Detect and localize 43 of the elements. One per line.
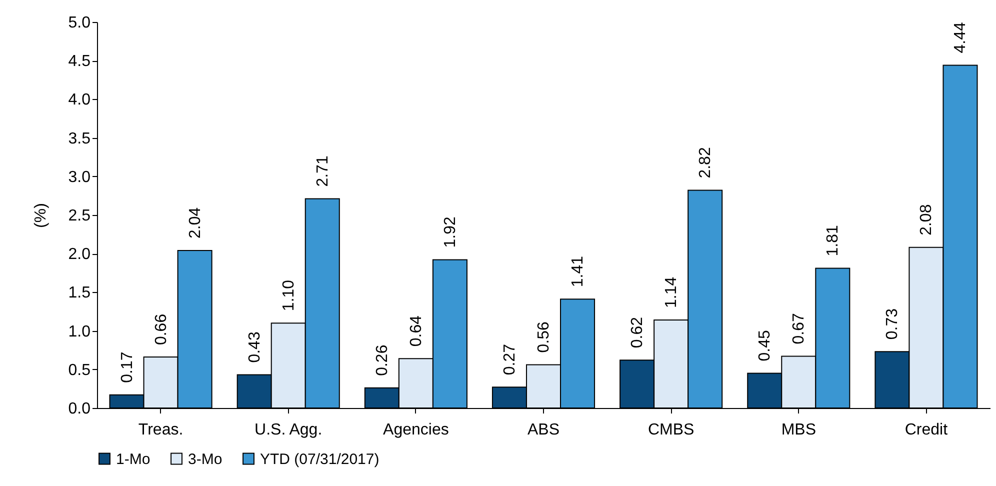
data-label: 0.27 [501,344,518,376]
data-label: 2.04 [186,207,204,239]
y-tick-label: 4.5 [68,53,91,70]
y-tick-label: 1.5 [68,284,91,302]
y-tick-label: 3.5 [68,130,91,148]
data-label: 1.41 [570,256,587,288]
data-label: 0.66 [152,314,170,346]
data-label: 0.67 [790,313,808,344]
y-axis-title: (%) [32,203,50,228]
x-tick-label: U.S. Agg. [254,422,322,438]
y-tick-label: 0.0 [68,400,91,418]
data-label: 2.82 [697,147,714,178]
x-tick-label: Treas. [138,422,184,438]
data-label: 0.17 [118,352,136,383]
y-tick-label: 0.5 [68,362,91,379]
y-tick-label: 5.0 [68,14,91,32]
x-tick-label: Agencies [383,422,449,438]
x-tick-label: CMBS [648,422,694,438]
x-tick-label: ABS [527,422,560,438]
y-tick-label: 2.0 [68,246,91,264]
data-label: 0.26 [374,344,391,376]
data-label: 1.10 [280,280,298,312]
y-tick-label: 3.0 [68,168,91,186]
data-label: 0.56 [536,322,552,353]
data-label: 0.73 [884,308,902,340]
y-tick-label: 4.0 [68,92,91,109]
data-label: 0.62 [629,316,646,348]
data-label: 0.64 [408,315,425,347]
data-label: 1.92 [442,216,459,248]
data-label: 2.08 [918,204,936,236]
x-tick-label: Credit [904,422,948,438]
data-label: 0.43 [246,332,264,363]
data-label: 2.71 [314,156,332,187]
legend-label: YTD (07/31/2017) [260,450,380,468]
legend-label: 1-Mo [116,450,150,468]
data-label: 0.45 [756,330,774,362]
y-tick-label: 2.5 [68,208,91,224]
data-label: 1.14 [663,276,680,308]
data-label: 4.44 [952,22,970,54]
data-label: 1.81 [824,225,842,256]
legend-label: 3-Mo [188,450,222,468]
x-tick-label: MBS [781,422,816,438]
y-tick-label: 1.0 [68,323,91,340]
